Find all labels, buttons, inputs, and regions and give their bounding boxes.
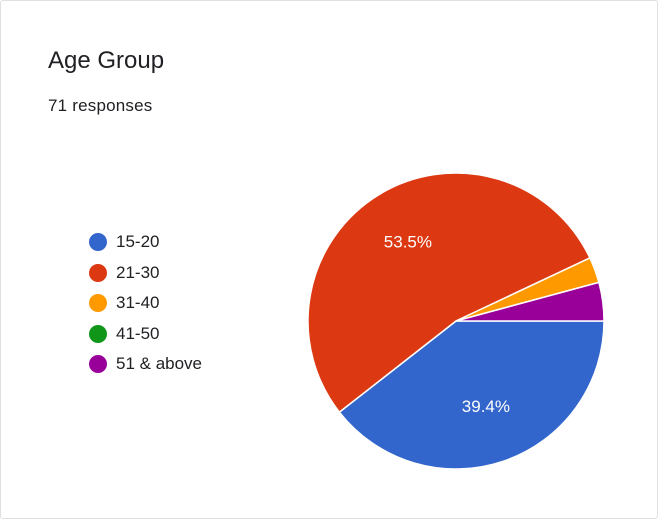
legend-swatch	[89, 324, 107, 343]
legend-swatch	[89, 294, 107, 313]
legend-item-15-20[interactable]: 15-20	[89, 227, 202, 258]
legend-label: 51 & above	[116, 354, 203, 374]
legend-swatch	[89, 355, 107, 374]
legend-item-31-40[interactable]: 31-40	[89, 288, 202, 319]
legend-label: 21-30	[116, 262, 160, 282]
legend-label: 15-20	[116, 232, 160, 252]
response-count: 71 responses	[48, 96, 153, 115]
pie-chart: 39.4% 53.5%	[307, 172, 605, 470]
legend-swatch	[89, 263, 107, 282]
legend-item-41-50[interactable]: 41-50	[89, 319, 202, 350]
chart-title: Age Group	[48, 47, 165, 74]
pie-slice-51-above[interactable]	[455, 281, 605, 322]
slice-label: 39.4%	[462, 397, 510, 416]
legend-item-51-and-above[interactable]: 51 & above	[89, 349, 202, 380]
legend-label: 41-50	[116, 323, 160, 343]
legend-item-21-30[interactable]: 21-30	[89, 258, 202, 289]
pie-slice-21-30[interactable]	[307, 172, 591, 413]
pie-slice-15-20[interactable]	[338, 320, 605, 470]
slice-label: 53.5%	[384, 232, 432, 251]
legend-label: 31-40	[116, 293, 160, 313]
legend-swatch	[89, 233, 107, 252]
legend: 15-20 21-30 31-40 41-50 51 & above	[89, 227, 202, 380]
